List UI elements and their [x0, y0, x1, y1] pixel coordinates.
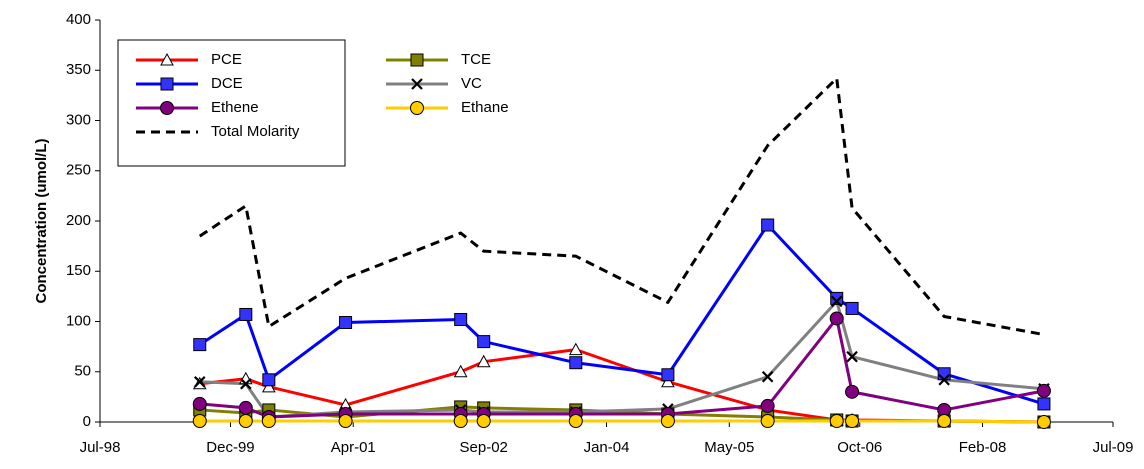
- y-tick-label: 300: [66, 111, 91, 128]
- x-tick-label: Jul-09: [1093, 439, 1134, 456]
- marker: [568, 342, 583, 356]
- y-tick-label: 350: [66, 61, 91, 78]
- marker: [846, 350, 858, 363]
- y-tick-label: 0: [83, 413, 91, 430]
- marker: [453, 413, 468, 428]
- series-line: [199, 419, 1044, 424]
- legend-label: PCE: [211, 51, 242, 68]
- legend-label: TCE: [461, 51, 491, 68]
- marker: [830, 295, 843, 308]
- legend-label: Total Molarity: [211, 123, 300, 140]
- y-tick-label: 400: [66, 11, 91, 28]
- marker: [938, 374, 950, 386]
- y-tick-label: 200: [66, 212, 91, 229]
- marker: [830, 291, 844, 305]
- marker: [761, 218, 775, 232]
- marker: [661, 368, 675, 382]
- marker: [569, 356, 583, 370]
- marker: [845, 301, 859, 315]
- y-tick-label: 100: [66, 312, 91, 329]
- marker: [661, 374, 675, 388]
- legend-label: Ethene: [211, 99, 259, 116]
- marker: [410, 101, 424, 115]
- marker: [339, 316, 353, 330]
- marker: [845, 384, 860, 399]
- marker: [338, 413, 353, 428]
- marker: [760, 398, 775, 413]
- marker: [410, 53, 424, 67]
- y-axis-label: Concentration (umol/L): [33, 139, 50, 304]
- marker: [239, 307, 253, 321]
- x-tick-label: Sep-02: [460, 439, 508, 456]
- legend-label: VC: [461, 75, 482, 92]
- y-tick-label: 150: [66, 262, 91, 279]
- marker: [262, 373, 276, 387]
- marker: [761, 370, 774, 383]
- marker: [160, 52, 174, 66]
- x-tick-label: May-05: [704, 439, 754, 456]
- y-tick-label: 250: [66, 162, 91, 179]
- marker: [937, 413, 952, 428]
- x-tick-label: Oct-06: [837, 439, 882, 456]
- marker: [193, 338, 207, 352]
- y-tick-label: 50: [74, 363, 91, 380]
- marker: [160, 77, 174, 91]
- marker: [1037, 397, 1051, 411]
- marker: [193, 376, 206, 388]
- marker: [240, 378, 252, 390]
- marker: [937, 367, 951, 381]
- marker: [660, 413, 675, 428]
- x-tick-label: Feb-08: [959, 439, 1007, 456]
- x-tick-label: Jul-98: [80, 439, 121, 456]
- series-line: [198, 76, 1045, 337]
- marker: [160, 101, 174, 115]
- legend: PCE TCE DCE VC Ethene Ethane Total Molarity: [117, 39, 509, 167]
- x-tick-label: Dec-99: [206, 439, 254, 456]
- marker: [829, 311, 844, 326]
- marker: [760, 413, 775, 428]
- legend-label: DCE: [211, 75, 243, 92]
- marker: [453, 364, 468, 378]
- marker: [476, 413, 491, 428]
- series-line: [198, 223, 1045, 406]
- marker: [261, 379, 276, 393]
- legend-label: Ethane: [461, 99, 509, 116]
- marker: [411, 78, 423, 90]
- marker: [238, 400, 253, 415]
- marker: [477, 335, 491, 349]
- marker: [261, 413, 276, 428]
- markers: [192, 218, 1051, 429]
- marker: [1036, 383, 1051, 398]
- marker: [192, 413, 207, 428]
- x-tick-label: Apr-01: [331, 439, 376, 456]
- marker: [845, 413, 860, 428]
- marker: [454, 312, 468, 326]
- marker: [238, 413, 253, 428]
- marker: [568, 413, 583, 428]
- x-tick-label: Jan-04: [584, 439, 630, 456]
- marker: [829, 413, 844, 428]
- marker: [1036, 415, 1051, 429]
- marker: [476, 354, 491, 368]
- marker: [192, 396, 207, 411]
